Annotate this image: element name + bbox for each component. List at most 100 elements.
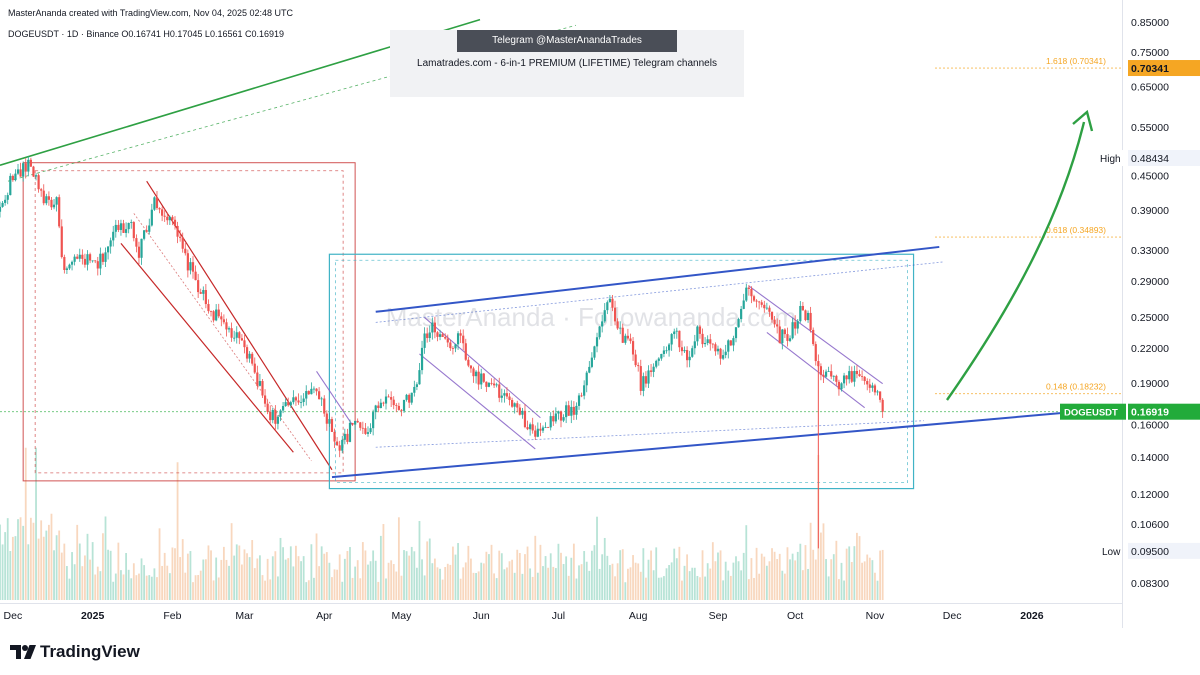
volume-bar [135,575,138,600]
candle-body [238,332,241,339]
candle-body [341,439,344,451]
candle-body [755,300,758,302]
volume-bar [866,554,869,600]
candle-body [315,388,318,392]
volume-bar [222,546,225,600]
volume-bar [58,530,61,600]
volume-bar [122,574,125,600]
candle-body [660,353,663,359]
low-value: 0.09500 [1131,546,1169,558]
volume-bar [243,549,246,600]
volume-bar [446,563,449,600]
candle-body [817,361,820,367]
volume-bar [663,576,665,600]
candle-body [243,340,246,348]
volume-bar [235,544,238,600]
volume-bar [868,557,871,600]
volume-bar [439,568,441,600]
volume-bar [256,558,259,600]
volume-bar [109,550,112,600]
volume-bar [727,570,730,600]
price-tick-label: 0.10600 [1131,519,1169,531]
candle-body [588,366,591,373]
volume-bar [4,532,7,600]
volume-bar [325,552,328,600]
volume-bar [266,558,269,600]
volume-bar [608,565,611,600]
volume-bar [78,543,81,600]
volume-bar [691,567,694,600]
volume-bar [701,550,704,600]
candle-body [503,393,506,396]
fib-target-tag [1128,60,1200,77]
candle-body [799,305,802,322]
volume-bar [338,554,341,600]
volume-bar [874,572,876,600]
time-tick-label: 2025 [81,610,105,622]
volume-bar [132,563,135,600]
volume-bar [323,553,326,600]
candle-body [626,335,630,339]
candle-body [562,417,565,421]
volume-bar [259,555,261,600]
volume-bar [544,556,547,600]
volume-bar [354,566,357,600]
candle-body [266,403,269,412]
fib-level-label: 1.618 (0.70341) [1046,56,1106,66]
candle-body [369,428,372,433]
candle-body [541,427,545,431]
candle-body [544,427,547,429]
volume-bar [820,532,822,600]
candle-body [328,419,331,424]
telegram-label[interactable]: Telegram @MasterAnandaTrades [457,30,677,52]
candle-body [783,329,786,335]
volume-bar [490,544,493,600]
volume-bar [17,519,19,600]
volume-bar [415,567,418,600]
time-tick-label: Nov [866,610,885,622]
candle-body [117,224,120,230]
candle-body [572,406,575,415]
candle-body [750,288,753,297]
volume-bar [199,570,202,600]
candle-body [662,350,666,354]
volume-bar [796,551,799,600]
volume-bar [778,553,781,600]
volume-bar [472,572,475,600]
candle-body [670,334,673,345]
candle-body [153,197,156,210]
volume-bar [315,533,318,600]
candle-body [778,326,781,344]
tradingview-logo[interactable]: TradingView [10,641,140,663]
volume-bar [138,573,140,600]
volume-bar [71,552,73,600]
candle-body [73,256,76,262]
candle-body [639,366,642,391]
candle-body [667,344,671,351]
volume-bar [871,560,874,600]
volume-bar [598,568,601,600]
price-tick-label: 0.08300 [1131,578,1169,590]
volume-bar [413,551,416,600]
candle-body [70,261,74,265]
volume-bar [765,565,768,600]
volume-bar [158,528,161,600]
candle-body [135,238,138,247]
candle-body [711,343,714,345]
candle-body [722,355,725,359]
low-label: Low [1102,547,1121,558]
candle-body [796,321,799,329]
candle-body [209,311,213,312]
volume-bar [336,569,339,600]
candle-body [526,427,529,430]
candle-body [649,370,653,372]
promo-text: Lamatrades.com - 6-in-1 PREMIUM (LIFETIM… [417,58,717,69]
volume-bar [835,540,838,600]
volume-bar [603,537,606,600]
candle-body [521,410,524,415]
candle-body [595,337,599,347]
volume-bar [192,582,194,600]
candle-body [696,326,699,342]
candle-body [390,397,393,400]
